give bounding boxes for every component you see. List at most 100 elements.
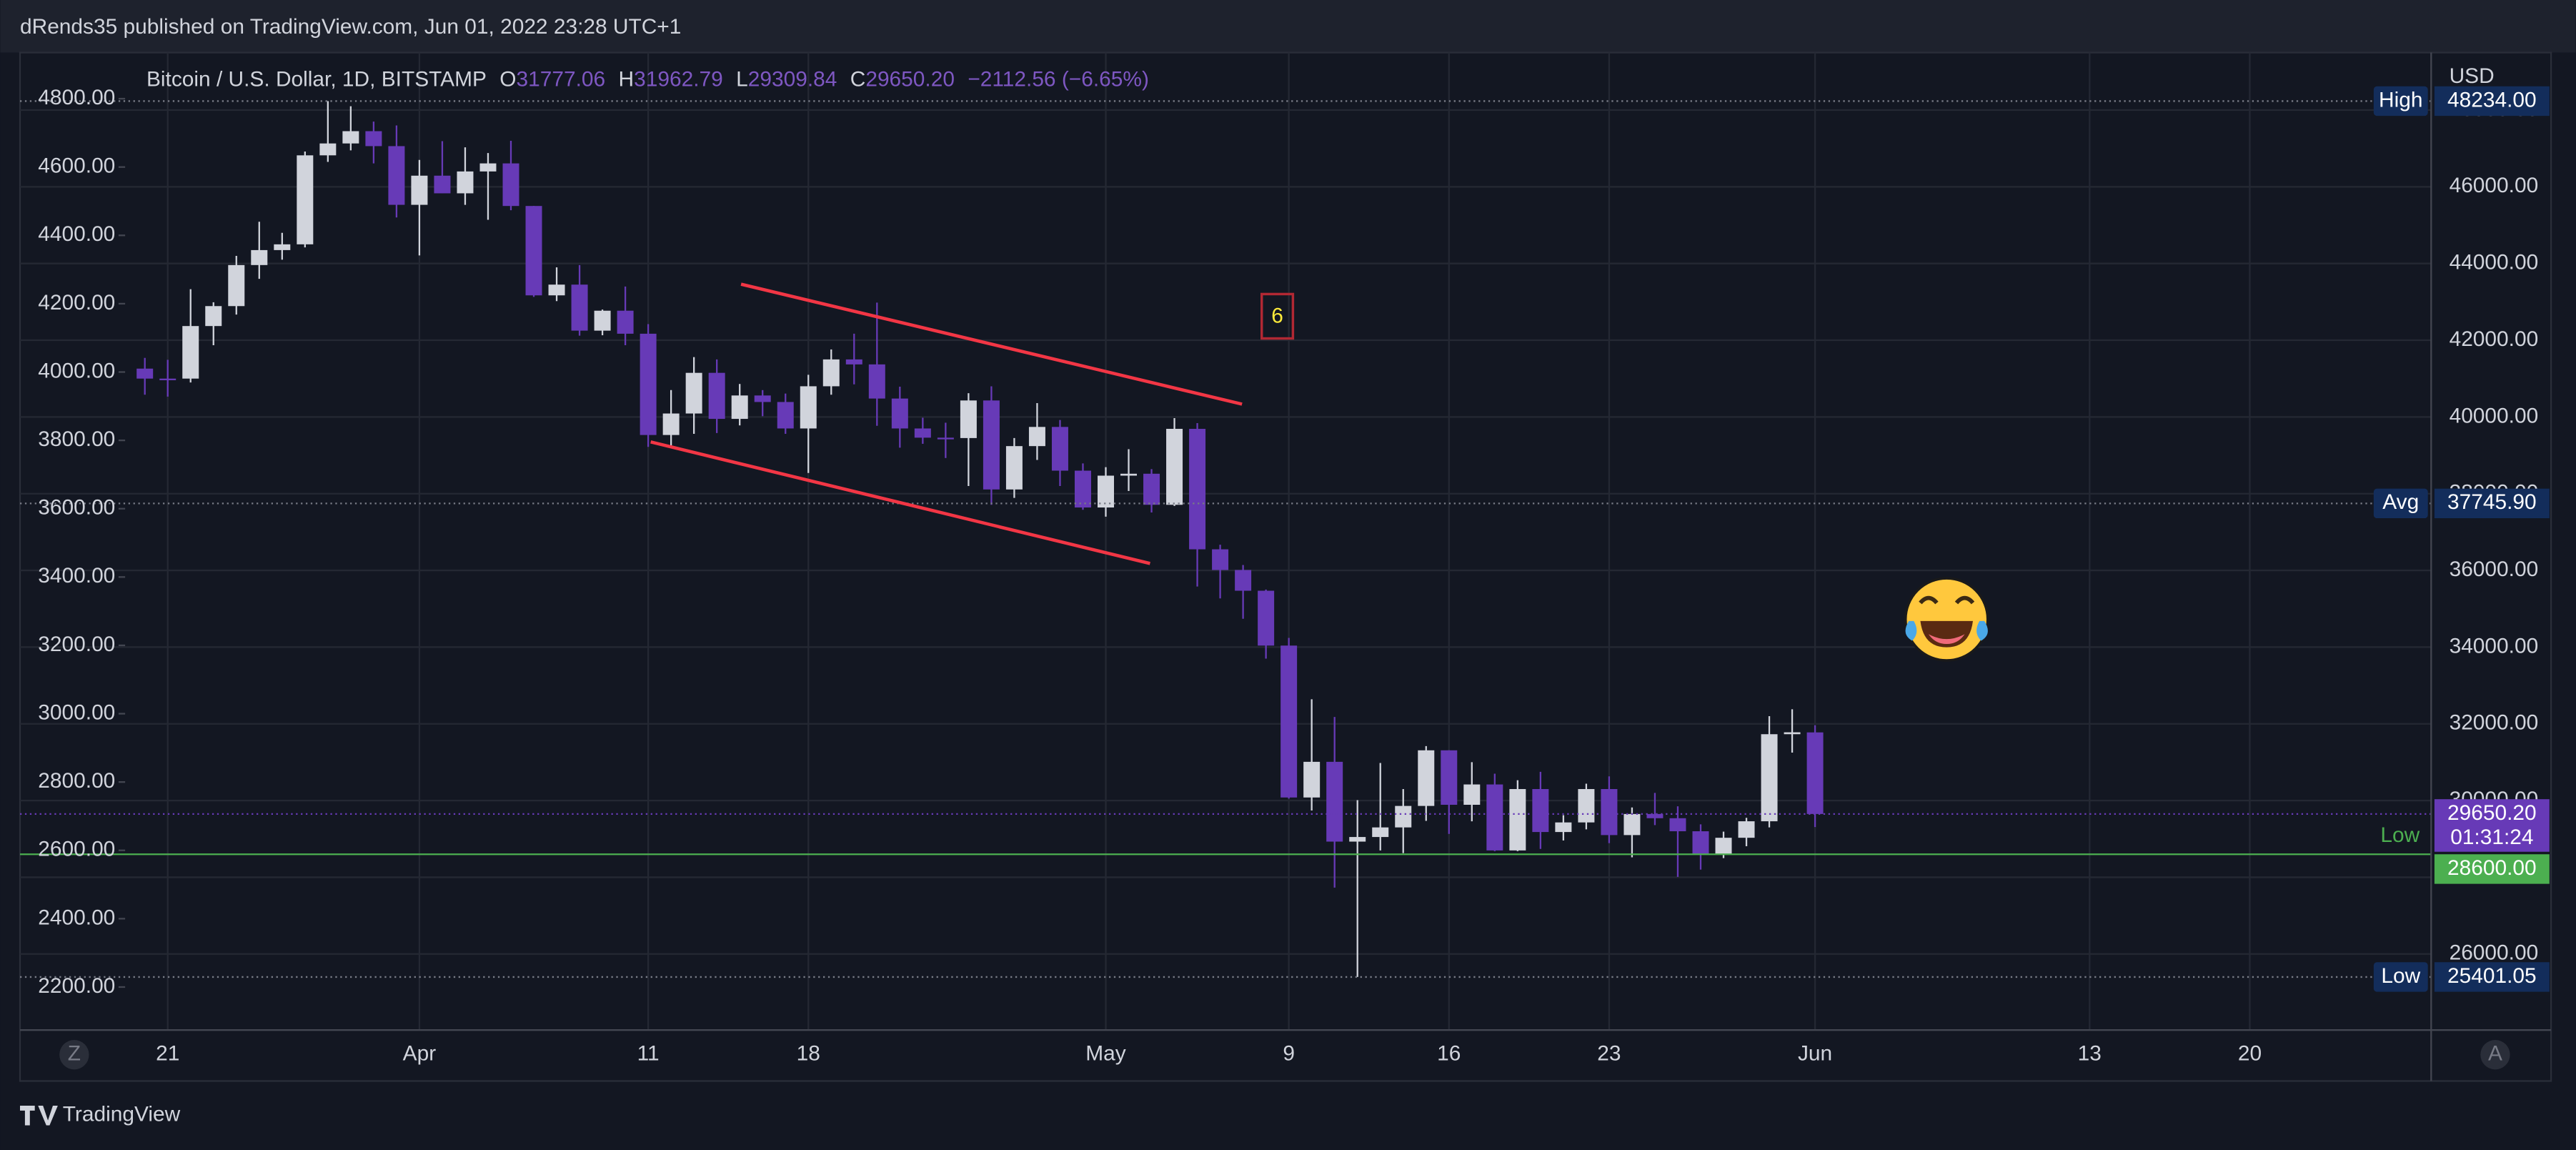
- legend-value: 31777.06: [517, 68, 606, 91]
- candle-body: [731, 395, 748, 420]
- y-tick-label: 36000.00: [2450, 557, 2539, 581]
- candle-body: [960, 400, 977, 438]
- level-value-label: 37745.90: [2447, 490, 2537, 514]
- candle-body: [1028, 427, 1045, 447]
- x-tick-label: 21: [156, 1042, 179, 1066]
- candle-body: [1189, 429, 1206, 550]
- candle-body: [1784, 732, 1801, 735]
- y2-tick-label: 3400.00: [38, 564, 115, 588]
- candle-body: [502, 163, 519, 207]
- candle-body: [914, 428, 931, 438]
- candle-body: [685, 372, 702, 414]
- y2-tick-label: 3200.00: [38, 633, 115, 656]
- candle-body: [983, 400, 1000, 490]
- candle-body: [1761, 734, 1778, 822]
- candle-body: [1669, 818, 1686, 832]
- candle-body: [571, 284, 588, 331]
- candle-body: [617, 310, 634, 334]
- candle-body: [1441, 750, 1458, 805]
- support-badge: [2434, 854, 2550, 884]
- candle-body: [228, 264, 245, 307]
- legend-change: −2112.56 (−6.65%): [968, 68, 1149, 91]
- trend-line-lower: [650, 440, 1150, 565]
- last-price-label: 29650.20: [2447, 801, 2537, 825]
- candle-body: [457, 171, 474, 194]
- candle-body: [937, 437, 954, 440]
- candle-body: [1418, 750, 1435, 806]
- x-tick-label: 16: [1437, 1042, 1461, 1066]
- candle-body: [1051, 427, 1068, 471]
- candle-body: [1509, 788, 1526, 851]
- x-tick-label: 18: [797, 1042, 820, 1066]
- legend-key: L: [736, 68, 748, 91]
- candle-body: [640, 333, 657, 435]
- candle-body: [297, 155, 314, 244]
- y2-tick-label: 2200.00: [38, 974, 115, 998]
- candle-body: [754, 395, 771, 402]
- candle-body: [342, 131, 359, 144]
- symbol-title: Bitcoin / U.S. Dollar, 1D, BITSTAMP: [146, 68, 487, 91]
- x-tick-label: 20: [2238, 1042, 2262, 1066]
- y-tick-label: 44000.00: [2450, 251, 2539, 274]
- candle-body: [1601, 788, 1618, 836]
- candle-body: [1646, 813, 1664, 818]
- candle-body: [182, 326, 199, 379]
- candle-body: [1715, 838, 1732, 855]
- candle-body: [1578, 788, 1595, 823]
- candle-body: [274, 244, 291, 250]
- candle-body: [1395, 806, 1412, 828]
- candle-body: [205, 306, 222, 327]
- emoji: [1904, 577, 1989, 662]
- level-tag-label: Low: [2381, 964, 2420, 988]
- level-tag: [2373, 488, 2428, 519]
- candle-body: [708, 372, 725, 420]
- annotation-box: [1260, 292, 1295, 340]
- candle-body: [1235, 570, 1252, 591]
- candle-body: [1692, 831, 1709, 855]
- x-tick-label: May: [1085, 1042, 1126, 1066]
- y2-tick-label: 4200.00: [38, 291, 115, 314]
- candle-body: [479, 163, 497, 172]
- axes: 26000.0028000.0030000.0032000.0034000.00…: [38, 86, 2550, 1066]
- candle-body: [1372, 827, 1389, 838]
- candle-body: [1303, 761, 1321, 798]
- level-value-badge: [2434, 86, 2550, 117]
- candle-body: [319, 143, 337, 156]
- x-tick-label: 13: [2078, 1042, 2102, 1066]
- y-tick-label: 46000.00: [2450, 174, 2539, 197]
- candle-body: [1806, 732, 1824, 814]
- y2-tick-label: 4000.00: [38, 359, 115, 382]
- candle-body: [548, 284, 565, 296]
- candle-body: [1143, 473, 1160, 505]
- candle-body: [1212, 549, 1229, 570]
- y2-tick-label: 3000.00: [38, 700, 115, 724]
- x-tick-label: 9: [1283, 1042, 1295, 1066]
- legend-value: 29309.84: [748, 68, 837, 91]
- y2-tick-label: 2400.00: [38, 906, 115, 929]
- candle-body: [594, 310, 611, 331]
- y-tick-label: 40000.00: [2450, 404, 2539, 427]
- candle-body: [822, 359, 840, 387]
- candle-body: [845, 359, 862, 365]
- y2-tick-label: 3600.00: [38, 496, 115, 520]
- candle-body: [1258, 590, 1275, 646]
- level-value-badge: [2434, 488, 2550, 519]
- legend-key: C: [850, 68, 866, 91]
- button-z[interactable]: [59, 1039, 89, 1070]
- button-z-label[interactable]: Z: [68, 1042, 81, 1066]
- candle-body: [1098, 475, 1114, 508]
- button-auto[interactable]: [2480, 1039, 2510, 1070]
- candle-body: [434, 175, 451, 194]
- level-tag: [2373, 962, 2428, 992]
- legend: Bitcoin / U.S. Dollar, 1D, BITSTAMP O3177…: [146, 68, 1149, 91]
- candle-body: [1738, 821, 1755, 838]
- x-tick-label: Jun: [1798, 1042, 1832, 1066]
- candle-body: [1005, 446, 1023, 490]
- last-price-badge: [2434, 799, 2550, 852]
- button-auto-label[interactable]: A: [2488, 1042, 2502, 1066]
- candle-body: [525, 206, 542, 296]
- candle-body: [1463, 784, 1481, 805]
- candle-body: [159, 378, 176, 381]
- y2-tick-label: 2800.00: [38, 769, 115, 793]
- candle-body: [365, 131, 382, 147]
